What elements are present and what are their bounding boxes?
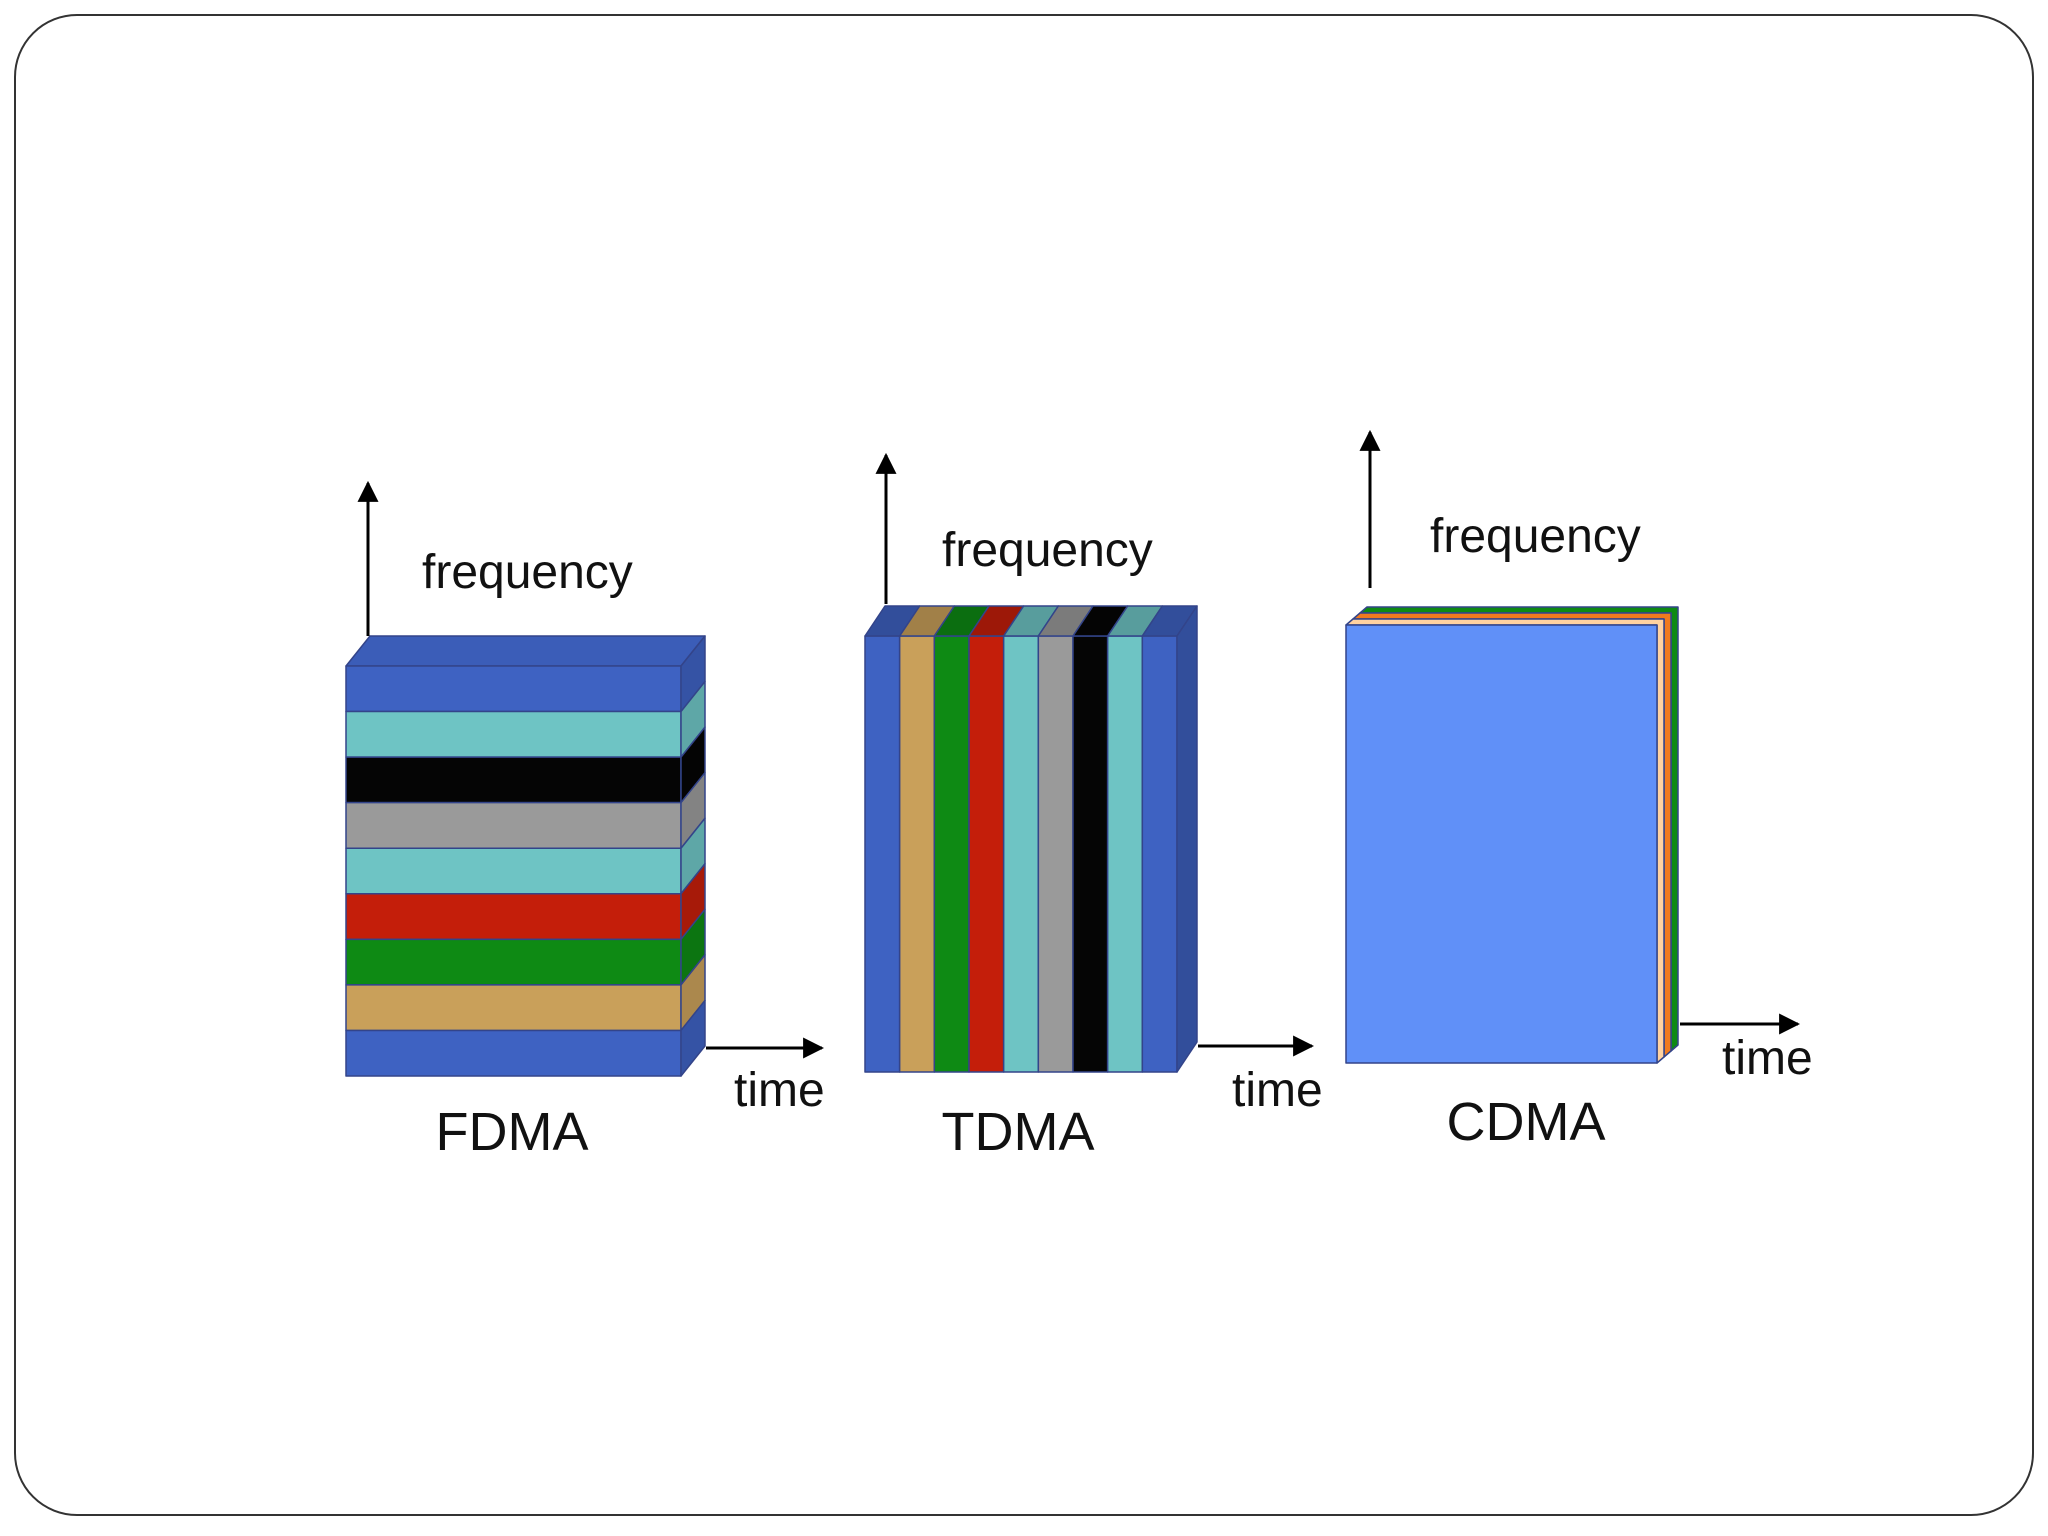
fdma-band-side xyxy=(680,999,706,1077)
tdma-slot xyxy=(898,635,936,1073)
tdma-slot xyxy=(1106,635,1144,1073)
tdma-slot xyxy=(1141,635,1178,1073)
fdma-frequency-bands xyxy=(345,635,706,1077)
cdma-time-label: time xyxy=(1722,1032,1813,1085)
cdma-code-layers xyxy=(1345,606,1679,1064)
tdma-time-label: time xyxy=(1232,1064,1323,1117)
tdma-diagram: frequency time TDMA xyxy=(864,452,1323,1162)
tdma-frequency-label: frequency xyxy=(942,524,1153,577)
tdma-slot xyxy=(933,635,970,1073)
tdma-title: TDMA xyxy=(942,1102,1095,1162)
fdma-band xyxy=(345,984,682,1032)
tdma-block-side xyxy=(1176,605,1198,1073)
fdma-band xyxy=(345,710,682,758)
cdma-front-face xyxy=(1345,624,1658,1064)
cdma-frequency-label: frequency xyxy=(1430,510,1641,563)
tdma-slot xyxy=(1002,635,1040,1073)
fdma-band xyxy=(345,1029,682,1077)
tdma-slot xyxy=(864,635,901,1073)
fdma-band xyxy=(345,847,682,895)
cdma-title: CDMA xyxy=(1447,1092,1606,1152)
fdma-band xyxy=(345,665,682,713)
tdma-slot xyxy=(1072,635,1109,1073)
tdma-slot xyxy=(968,635,1005,1073)
cdma-diagram: frequency time CDMA xyxy=(1345,429,1813,1152)
tdma-slot xyxy=(1037,635,1074,1073)
fdma-frequency-label: frequency xyxy=(422,546,633,599)
tdma-time-slots xyxy=(864,605,1198,1073)
fdma-title: FDMA xyxy=(436,1102,589,1162)
fdma-band xyxy=(345,938,682,986)
fdma-band xyxy=(345,893,682,941)
fdma-diagram: frequency time FDMA xyxy=(345,480,825,1162)
fdma-block-top xyxy=(345,635,706,667)
fdma-band xyxy=(345,756,682,804)
fdma-time-label: time xyxy=(734,1064,825,1117)
fdma-band xyxy=(345,801,682,849)
